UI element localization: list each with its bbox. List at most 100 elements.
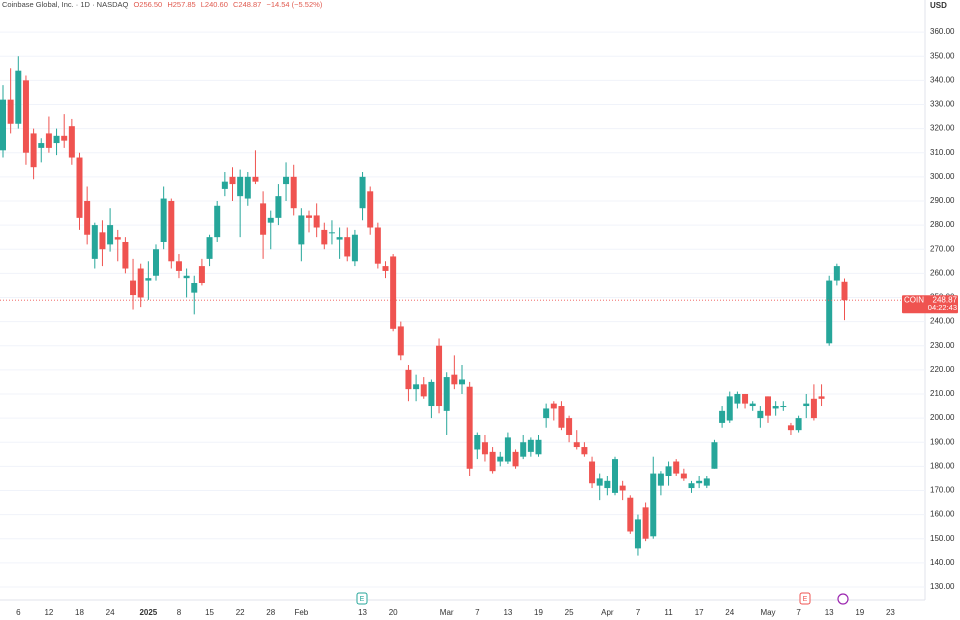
x-tick-label: 19 [534, 608, 543, 617]
candle-body [153, 249, 159, 276]
candle-body [734, 393, 741, 404]
x-tick-label: 18 [75, 608, 84, 617]
x-tick-label: 6 [16, 608, 21, 617]
event-marker [356, 592, 368, 605]
y-tick-label: 190.00 [930, 437, 955, 446]
candle-body [68, 126, 75, 158]
y-tick-label: 160.00 [930, 510, 955, 519]
candle-body [650, 473, 657, 537]
candle-body [321, 229, 328, 245]
candle-body [673, 461, 680, 474]
candle-body [99, 232, 106, 250]
y-tick-label: 290.00 [930, 196, 955, 205]
candle-body [833, 266, 840, 281]
open-value: O256.50 [133, 0, 163, 9]
candle-body [313, 215, 320, 228]
x-tick-label: 12 [44, 608, 53, 617]
candle-body [53, 135, 60, 144]
y-tick-label: 200.00 [930, 413, 955, 422]
candle-body [76, 157, 83, 218]
candle-body [351, 234, 358, 262]
candle-body [290, 176, 297, 209]
price-tag-symbol: COIN [904, 295, 924, 304]
candle-body [780, 406, 787, 408]
candle-body [573, 442, 580, 448]
candle-body [787, 425, 794, 431]
candle-body [38, 143, 45, 148]
y-tick-label: 340.00 [930, 75, 955, 84]
candle-body [841, 281, 848, 301]
candle-body [283, 176, 290, 185]
candle-body [719, 410, 726, 423]
candle-body [711, 442, 718, 469]
candle-body [229, 176, 236, 185]
candle-body [436, 345, 443, 407]
candle-body [107, 225, 114, 245]
candle-body [604, 480, 611, 489]
candle-body [367, 191, 374, 228]
candle-body [306, 215, 312, 218]
candle-body [22, 80, 29, 153]
candle-body [336, 237, 343, 240]
y-tick-label: 170.00 [930, 486, 955, 495]
x-tick-label: Feb [294, 608, 308, 617]
candle-body [130, 280, 137, 296]
candle-body [596, 478, 603, 486]
x-tick-label: 7 [475, 608, 480, 617]
x-tick-label: 8 [177, 608, 182, 617]
candle-body [420, 384, 427, 397]
candle-body [175, 261, 182, 271]
price-tag-countdown: 04:22:43 [928, 303, 957, 312]
candle-body [466, 386, 473, 469]
event-label: E [803, 596, 808, 603]
candle-body [91, 225, 98, 259]
x-tick-label: 23 [886, 608, 895, 617]
price-tag [902, 295, 958, 314]
candle-body [642, 507, 649, 539]
candle-body [160, 198, 167, 242]
x-tick-label: 25 [565, 608, 574, 617]
x-tick-label: 22 [236, 608, 245, 617]
interval: 1D [80, 0, 90, 9]
candle-body [390, 256, 397, 329]
candle-body [382, 266, 389, 271]
candle-body [359, 176, 366, 209]
y-tick-label: 320.00 [930, 124, 955, 133]
y-tick-label: 140.00 [930, 558, 955, 567]
candle-body [512, 451, 519, 467]
candle-body [810, 398, 817, 419]
x-tick-label: 28 [266, 608, 275, 617]
x-tick-label: Mar [440, 608, 454, 617]
y-tick-label: 230.00 [930, 341, 955, 350]
y-tick-label: 270.00 [930, 244, 955, 253]
x-tick-label: 17 [695, 608, 704, 617]
close-value: C248.87 [232, 0, 262, 9]
y-tick-label: 180.00 [930, 461, 955, 470]
candle-body [145, 278, 152, 281]
candle-body [489, 451, 496, 472]
candle-body [344, 237, 351, 257]
candle-body [803, 403, 810, 407]
candle-body [612, 459, 618, 493]
x-tick-label: 20 [389, 608, 398, 617]
y-tick-label: 210.00 [930, 389, 955, 398]
x-tick-label: 13 [825, 608, 834, 617]
candle-body [15, 70, 22, 124]
y-tick-label: 150.00 [930, 534, 955, 543]
candle-body [726, 396, 733, 421]
candle-body [818, 396, 825, 399]
candle-body [405, 369, 412, 390]
candle-body [122, 241, 129, 269]
y-tick-label: 240.00 [930, 317, 955, 326]
candle-body [543, 408, 550, 419]
candle-body [45, 133, 52, 148]
event-label: E [360, 596, 365, 603]
candle-body [198, 266, 205, 283]
y-tick-label: 360.00 [930, 27, 955, 36]
candle-body [634, 519, 641, 549]
price-tag-value: 248.87 [933, 295, 958, 304]
candle-body [665, 466, 672, 476]
candle-body [688, 483, 695, 489]
candle-body [504, 437, 511, 462]
